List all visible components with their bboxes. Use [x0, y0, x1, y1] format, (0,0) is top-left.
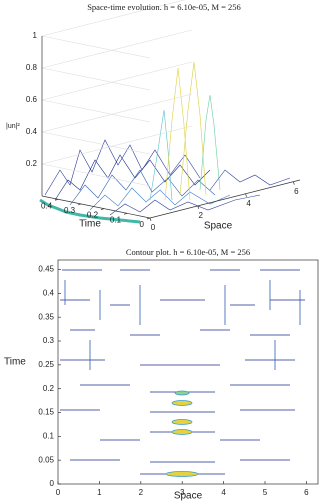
surface-texture: [39, 61, 291, 224]
y-tick-label: 0.3: [43, 336, 55, 345]
z-tick-label: 0.8: [26, 63, 38, 72]
y-tick-label: 0.4: [41, 201, 53, 210]
grid-line: [41, 0, 186, 37]
x-tick-label: 1: [97, 488, 102, 497]
x-axis-label: Space: [174, 491, 203, 501]
y-tick: [146, 217, 151, 220]
x-tick-label: 3: [180, 488, 185, 497]
y-tick-label: 0: [140, 220, 145, 229]
y-tick-label: 0.45: [38, 265, 54, 274]
x-tick-label: 2: [199, 211, 204, 220]
title: Space-time evolution. h = 6.10e-05, M = …: [87, 2, 241, 12]
x-tick: [149, 217, 152, 222]
y-tick: [54, 198, 59, 201]
z-tick-label: 1: [33, 31, 38, 40]
z-tick-label: 0.4: [26, 127, 38, 136]
y-tick-label: 0.2: [87, 211, 99, 220]
x-tick-label: 6: [304, 488, 309, 497]
y-axis-label: Time: [79, 219, 101, 230]
y-tick: [123, 212, 128, 215]
y-tick-label: 0: [50, 479, 55, 488]
y-tick-label: 0.3: [64, 206, 76, 215]
y-tick: [77, 203, 82, 206]
x-tick: [292, 181, 295, 185]
x-tick-label: 0: [56, 488, 61, 497]
grid-line: [41, 93, 193, 133]
y-tick-label: 0.35: [38, 312, 54, 321]
z-tick-label: 0.2: [26, 159, 38, 168]
grid-line: [41, 29, 193, 69]
grid-line: [41, 67, 151, 91]
y-tick-label: 0.15: [38, 408, 54, 417]
plot-frame: [57, 259, 319, 485]
y-tick-label: 0.1: [43, 431, 55, 440]
x-tick-label: 0: [151, 223, 156, 232]
grid-line: [41, 131, 151, 155]
y-tick: [100, 208, 105, 210]
title: Contour plot. h = 6.10e-05, M = 256: [126, 247, 250, 257]
grid-line: [41, 99, 151, 123]
grid-line: [41, 35, 151, 59]
grid-line: [41, 163, 151, 187]
y-axis-label: Time: [4, 357, 26, 368]
y-tick-label: 0.4: [43, 288, 55, 297]
z-axis-label: |un|²: [6, 123, 20, 130]
x-tick-label: 4: [246, 199, 251, 208]
x-tick: [197, 205, 200, 210]
z-tick-label: 0.6: [26, 95, 38, 104]
x-tick-label: 6: [294, 187, 299, 196]
axis-line: [41, 195, 151, 219]
y-tick-label: 0.2: [43, 384, 55, 393]
contour-texture: [60, 269, 305, 477]
x-tick-label: 5: [263, 488, 268, 497]
x-tick-label: 2: [139, 488, 144, 497]
y-tick-label: 0.25: [38, 360, 54, 369]
y-tick-label: 0.1: [110, 215, 122, 224]
y-tick-label: 0.05: [38, 455, 54, 464]
grid-line: [41, 125, 193, 165]
grid-line: [41, 61, 193, 101]
axis-line: [149, 179, 301, 219]
x-tick: [245, 193, 247, 197]
x-axis-label: Space: [204, 221, 233, 232]
x-tick-label: 4: [221, 488, 226, 497]
